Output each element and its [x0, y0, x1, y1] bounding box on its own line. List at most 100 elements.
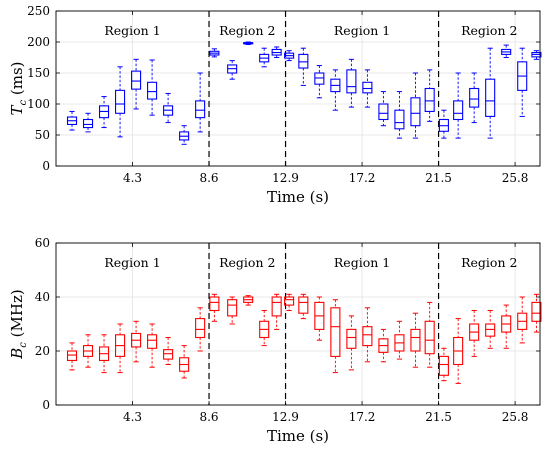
region-label-2: Region 1 [334, 23, 390, 38]
y-axis-label: Tc (ms) [8, 61, 29, 115]
box-26 [469, 310, 480, 357]
box-16 [314, 65, 325, 99]
iqr-box [469, 87, 480, 108]
box-20 [378, 91, 389, 127]
iqr-box [147, 334, 158, 349]
box-0 [66, 342, 78, 371]
region-label-1: Region 2 [219, 255, 275, 270]
box-29 [517, 296, 528, 344]
x-tick-label-1: 8.6 [199, 410, 218, 424]
box-15 [298, 47, 309, 86]
box-8 [195, 307, 206, 352]
box-6 [163, 92, 174, 124]
iqr-box [82, 118, 94, 129]
iqr-box [485, 78, 496, 117]
y-tick-label-1: 20 [35, 344, 50, 358]
box-9 [209, 293, 220, 322]
plot-area [56, 11, 540, 166]
iqr-box [131, 70, 142, 90]
y-tick-label-1: 50 [35, 128, 50, 142]
y-tick-label-5: 250 [27, 4, 50, 18]
box-25 [453, 318, 464, 384]
region-label-0: Region 1 [104, 23, 160, 38]
x-tick-label-3: 17.2 [349, 410, 376, 424]
box-30 [531, 50, 542, 60]
iqr-box [195, 318, 206, 339]
box-8 [195, 72, 206, 133]
box-0 [66, 110, 78, 131]
iqr-box [271, 296, 282, 317]
box-9 [209, 48, 220, 58]
box-27 [485, 310, 496, 349]
x-tick-label-4: 21.5 [425, 171, 452, 185]
box-28 [501, 44, 512, 58]
x-tick-label-2: 12.9 [272, 171, 299, 185]
y-tick-label-3: 60 [35, 236, 50, 250]
iqr-box [394, 109, 405, 130]
iqr-box [147, 81, 158, 100]
box-17 [330, 299, 341, 374]
iqr-box [314, 72, 325, 85]
iqr-box [209, 296, 220, 312]
box-28 [501, 304, 512, 349]
box-3 [115, 323, 126, 374]
iqr-box [115, 89, 126, 114]
box-22 [410, 72, 421, 139]
iqr-box [227, 299, 238, 317]
iqr-box [410, 97, 421, 127]
region-label-3: Region 2 [461, 23, 517, 38]
iqr-box [163, 349, 174, 360]
x-tick-label-1: 8.6 [199, 171, 218, 185]
box-23 [424, 301, 435, 368]
box-13 [271, 293, 282, 330]
box-6 [163, 337, 174, 365]
box-1 [82, 112, 94, 133]
y-label-unit: (MHz) [8, 289, 26, 342]
iqr-box [298, 296, 309, 314]
box-12 [259, 310, 270, 347]
y-label-unit: (ms) [8, 61, 26, 99]
region-label-0: Region 1 [104, 255, 160, 270]
iqr-box [346, 69, 357, 94]
y-tick-label-2: 40 [35, 290, 50, 304]
box-5 [147, 323, 158, 368]
iqr-box [438, 355, 449, 376]
x-tick-label-2: 12.9 [272, 410, 299, 424]
box-3 [115, 66, 126, 138]
box-29 [517, 47, 528, 117]
iqr-box [485, 323, 496, 337]
iqr-box [362, 81, 373, 94]
box-22 [410, 312, 421, 368]
box-15 [298, 293, 309, 320]
x-tick-label-4: 21.5 [425, 410, 452, 424]
box-4 [131, 58, 142, 110]
axes-frame [55, 242, 541, 406]
y-tick-label-0: 0 [42, 398, 50, 412]
box-24 [438, 109, 449, 139]
iqr-box [424, 320, 435, 355]
x-tick-label-0: 4.3 [123, 410, 142, 424]
box-10 [227, 60, 238, 80]
axes-frame [55, 10, 541, 167]
iqr-box [346, 328, 357, 349]
box-30 [531, 293, 542, 333]
Tc-panel: Region 1 Region 2 Region 1 Region 2 4.3 8.6 12… [8, 4, 542, 206]
iqr-box [362, 326, 373, 347]
y-tick-label-4: 200 [27, 35, 50, 49]
iqr-box [330, 307, 341, 357]
box-13 [271, 46, 282, 58]
box-18 [346, 315, 357, 371]
box-27 [485, 47, 496, 139]
box-14 [284, 293, 295, 311]
box-2 [98, 96, 110, 129]
x-tick-label-3: 17.2 [349, 171, 376, 185]
box-7 [179, 125, 190, 145]
box-18 [346, 58, 357, 108]
box-26 [469, 72, 480, 124]
box-16 [314, 296, 325, 341]
box-19 [362, 307, 373, 363]
box-5 [147, 59, 158, 116]
iqr-box [424, 87, 435, 112]
x-tick-label-5: 25.8 [502, 171, 529, 185]
iqr-box [453, 100, 464, 121]
